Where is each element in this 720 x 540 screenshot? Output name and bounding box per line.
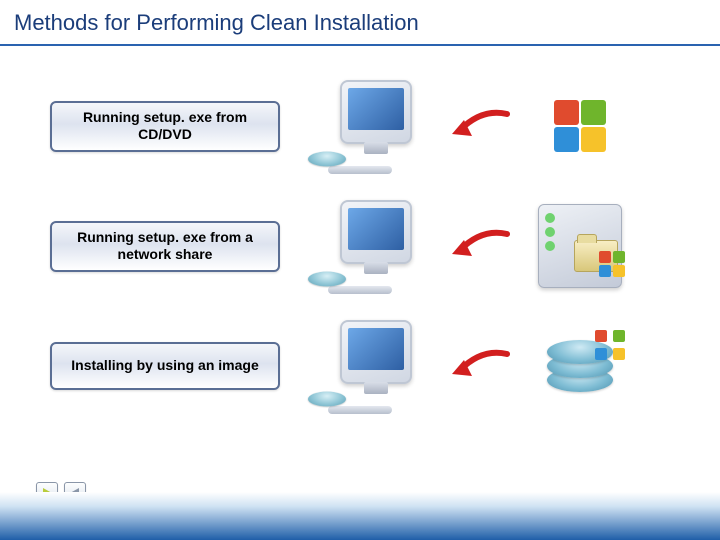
computer-icon [304,316,424,416]
content-area: Running setup. exe from CD/DVD Running s… [0,46,720,476]
method-row-1: Running setup. exe from CD/DVD [50,66,690,186]
method-row-3: Installing by using an image [50,306,690,426]
method-row-2: Running setup. exe from a network share [50,186,690,306]
method-box-image: Installing by using an image [50,342,280,390]
arrow-icon [442,346,512,386]
header: Methods for Performing Clean Installatio… [0,0,720,46]
source-server-share [530,196,630,296]
windows-logo-icon [595,330,625,360]
computer-icon [304,76,424,176]
page-title: Methods for Performing Clean Installatio… [14,10,706,36]
method-box-cd-dvd: Running setup. exe from CD/DVD [50,101,280,152]
windows-logo-icon [552,98,608,154]
icons-row-1 [304,66,690,186]
folder-icon [574,240,618,272]
windows-logo-icon [599,251,625,277]
computer-icon [304,196,424,296]
icons-row-3 [304,306,690,426]
arrow-icon [442,226,512,266]
footer-bar [0,492,720,540]
source-image-disk [530,316,630,416]
arrow-icon [442,106,512,146]
icons-row-2 [304,186,690,306]
method-box-network-share: Running setup. exe from a network share [50,221,280,272]
disk-stack-icon [547,340,613,392]
source-windows-logo [530,76,630,176]
